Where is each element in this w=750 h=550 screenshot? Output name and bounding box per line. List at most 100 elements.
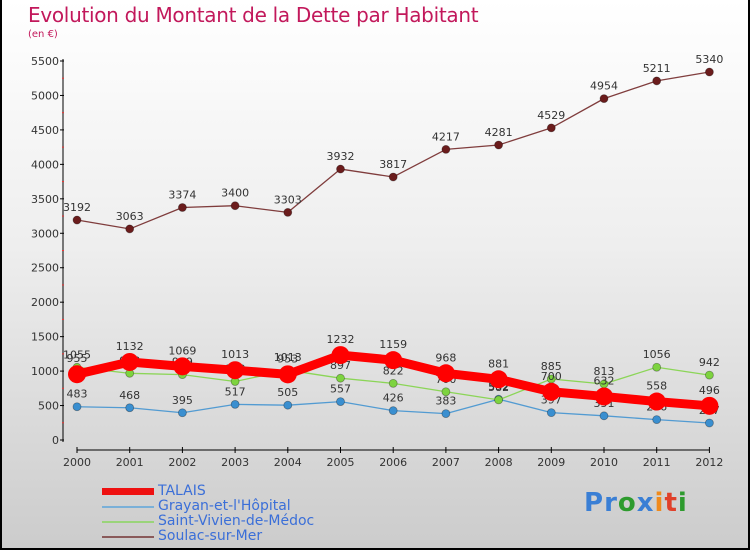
logo-letter: P [584, 488, 605, 518]
data-label: 942 [699, 356, 720, 369]
data-label: 505 [277, 386, 298, 399]
data-label: 4529 [537, 109, 565, 122]
data-label: 953 [277, 352, 298, 365]
y-tick-label: 500 [38, 400, 59, 413]
data-point [331, 346, 350, 365]
chart-subtitle: (en €) [28, 29, 58, 40]
data-label: 517 [225, 385, 246, 398]
data-point [599, 94, 609, 104]
data-label: 383 [435, 395, 456, 408]
data-point [542, 382, 561, 401]
data-point [125, 403, 135, 413]
data-label: 3303 [274, 193, 302, 206]
data-label: 822 [383, 364, 404, 377]
x-tick-label: 2006 [379, 456, 407, 469]
data-point [388, 172, 398, 182]
data-point [441, 409, 451, 419]
x-tick-label: 2004 [274, 456, 302, 469]
data-label: 3192 [63, 201, 91, 214]
data-label: 4217 [432, 130, 460, 143]
x-tick-label: 2003 [221, 456, 249, 469]
data-point [494, 395, 504, 405]
x-tick-label: 2000 [63, 456, 91, 469]
y-tick-label: 2500 [31, 262, 59, 275]
data-label: 897 [330, 359, 351, 372]
legend-label: Grayan-et-l'Hôpital [158, 498, 291, 514]
data-label: 1232 [327, 333, 355, 346]
data-point [546, 123, 556, 133]
data-label: 700 [541, 370, 562, 383]
data-point [489, 370, 508, 389]
y-tick-label: 1500 [31, 331, 59, 344]
chart-title: Evolution du Montant de la Dette par Hab… [28, 3, 479, 27]
data-point [700, 396, 719, 415]
data-point [336, 373, 345, 383]
data-point [336, 397, 345, 407]
legend-swatch [102, 506, 154, 508]
x-tick-label: 2009 [537, 456, 565, 469]
x-tick-label: 2007 [432, 456, 460, 469]
y-tick-label: 4000 [31, 158, 59, 171]
data-label: 5340 [695, 53, 723, 66]
data-label: 1056 [643, 348, 671, 361]
data-point [705, 418, 714, 428]
logo-letter: x [636, 488, 655, 518]
y-tick-label: 2000 [31, 296, 59, 309]
x-tick-label: 2010 [590, 456, 618, 469]
data-label: 558 [646, 380, 667, 393]
y-tick-label: 3500 [31, 193, 59, 206]
line-chart: 0 500 1000 1500 2000 2500 3000 3500 4000 4500 5000… [31, 53, 723, 469]
data-point [599, 411, 609, 421]
data-point [546, 408, 556, 418]
data-point [705, 67, 714, 77]
data-point [384, 351, 403, 370]
data-point [177, 408, 187, 418]
data-point [388, 378, 398, 388]
data-point [705, 370, 714, 380]
data-point [283, 207, 293, 217]
data-point [336, 164, 345, 174]
data-label: 3374 [168, 189, 196, 202]
data-label: 3817 [379, 158, 407, 171]
data-point [441, 387, 451, 397]
data-label: 1055 [63, 348, 91, 361]
y-tick-label: 5000 [31, 89, 59, 102]
x-tick-label: 2008 [485, 456, 513, 469]
data-label: 3400 [221, 187, 249, 200]
data-label: 885 [541, 360, 562, 373]
data-point [72, 215, 82, 225]
proxiti-logo: Proxiti [584, 488, 688, 518]
logo-letter: i [677, 488, 688, 518]
data-point [652, 362, 662, 372]
x-tick-label: 2012 [695, 456, 723, 469]
data-point [173, 357, 192, 376]
y-tick-label: 0 [52, 434, 59, 447]
data-label: 3063 [116, 210, 144, 223]
data-label: 1132 [116, 340, 144, 353]
data-label: 468 [119, 389, 140, 402]
y-tick-label: 1000 [31, 365, 59, 378]
legend-swatch [102, 488, 154, 495]
data-label: 1013 [274, 351, 302, 364]
data-point [652, 76, 662, 86]
data-point [652, 415, 662, 425]
legend-label: Saint-Vivien-de-Médoc [158, 513, 315, 529]
logo-letter: r [604, 488, 618, 518]
legend-swatch [102, 521, 154, 523]
logo-letter: o [617, 488, 637, 518]
data-label: 557 [330, 383, 351, 396]
legend-label: TALAIS [158, 483, 206, 499]
data-point [283, 400, 293, 410]
data-label: 1013 [221, 348, 249, 361]
data-label: 881 [488, 357, 509, 370]
data-point [120, 352, 139, 371]
data-label: 5211 [643, 62, 671, 75]
data-label: 813 [594, 365, 615, 378]
legend-swatch [102, 536, 154, 538]
data-point [436, 364, 455, 383]
data-label: 483 [67, 388, 88, 401]
data-point [230, 399, 240, 409]
data-label: 496 [699, 384, 720, 397]
legend-label: Soulac-sur-Mer [158, 528, 263, 544]
data-label: 4954 [590, 80, 618, 93]
